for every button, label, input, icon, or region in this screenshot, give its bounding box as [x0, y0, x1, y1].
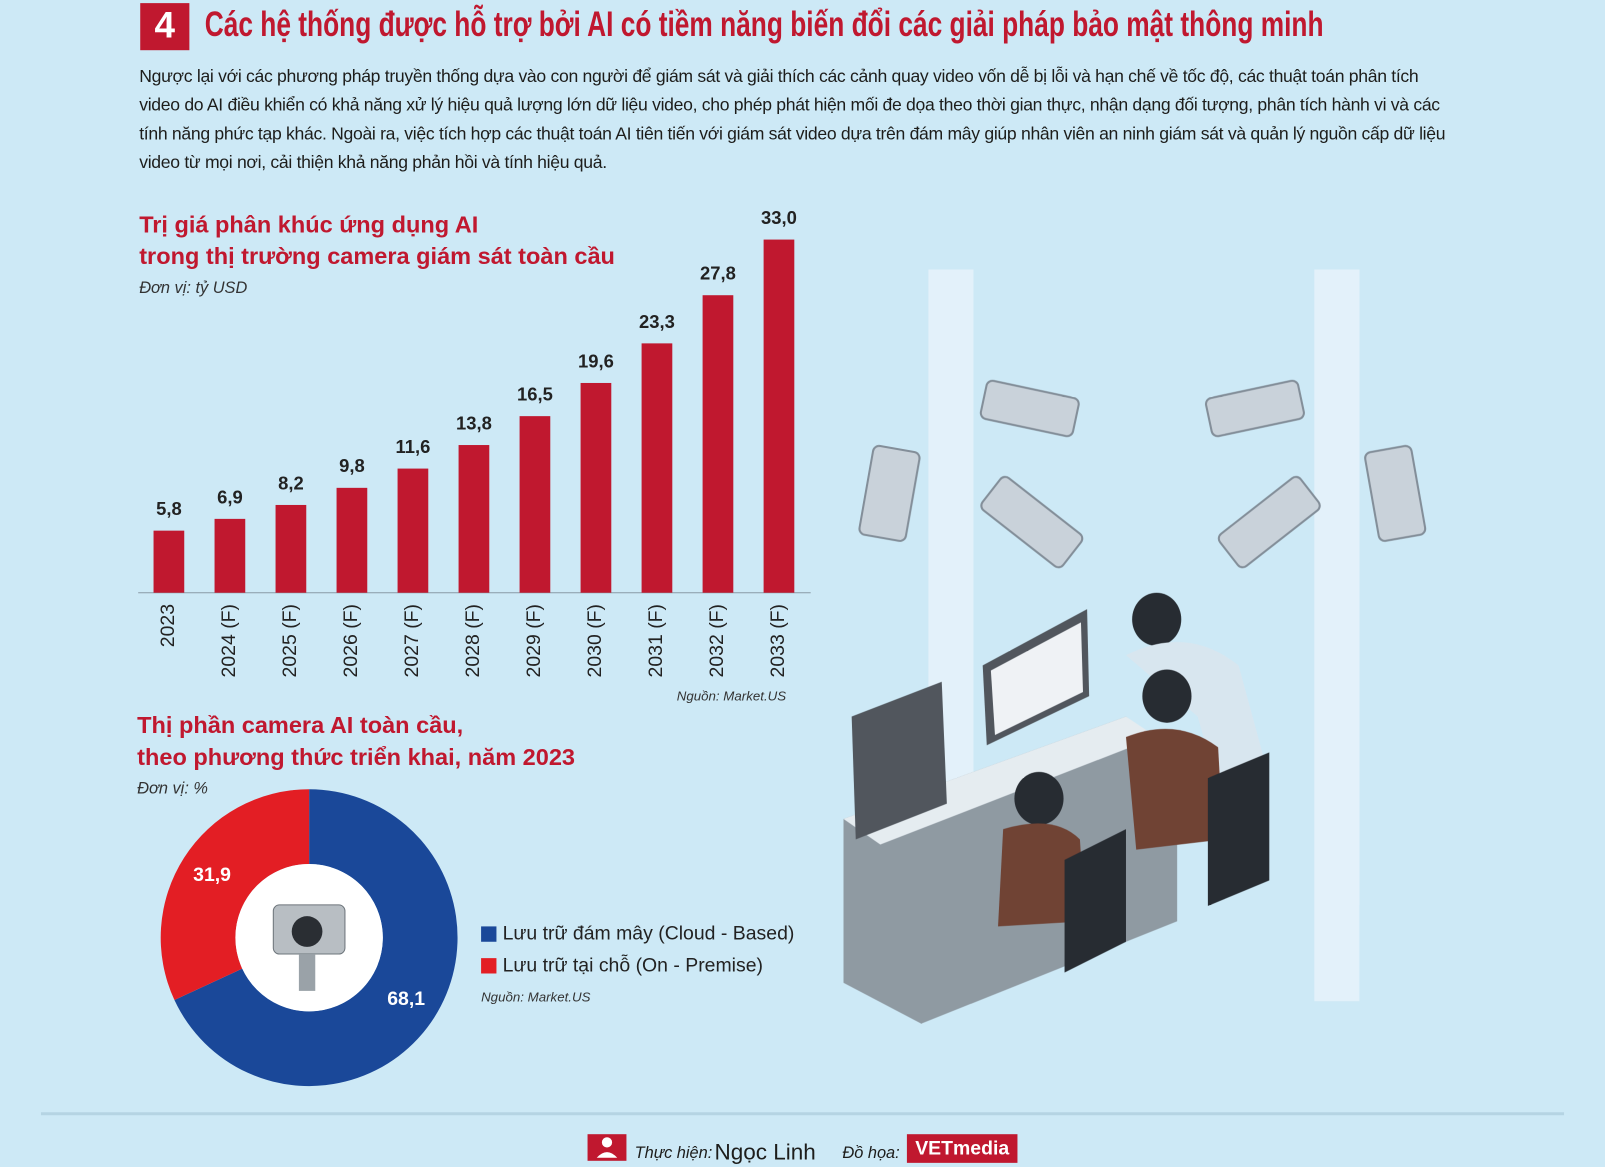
footer-label: Đồ họa:	[842, 1144, 899, 1162]
chart-title: Trị giá phân khúc ứng dụng AI	[139, 211, 478, 237]
camera	[1204, 379, 1305, 438]
bar	[458, 445, 490, 593]
page-title: Các hệ thống được hỗ trợ bởi AI có tiềm …	[205, 4, 1324, 44]
value-label: 23,3	[639, 311, 675, 332]
section-number: 4	[155, 4, 176, 45]
chart-title: trong thị trường camera giám sát toàn cầ…	[139, 243, 615, 269]
value-label: 9,8	[339, 455, 365, 476]
x-tick-label: 2024 (F)	[218, 604, 240, 677]
value-label: 68,1	[387, 988, 425, 1010]
chart-title: Thị phần camera AI toàn cầu,	[137, 712, 463, 738]
illustration	[843, 269, 1427, 1024]
bar	[397, 468, 429, 593]
chair	[1207, 752, 1270, 906]
camera	[1217, 475, 1321, 569]
x-tick-label: 2029 (F)	[523, 604, 545, 677]
x-tick-label: 2027 (F)	[401, 604, 423, 677]
value-label: 5,8	[156, 498, 182, 519]
value-label: 8,2	[278, 472, 304, 493]
value-label: 33,0	[761, 207, 797, 228]
footer-label: Thực hiện:	[635, 1144, 713, 1162]
person-head	[1014, 771, 1064, 826]
monitor	[851, 681, 947, 840]
legend-swatch	[481, 958, 497, 974]
paragraph-box: Ngược lại với các phương pháp truyền thố…	[139, 65, 1446, 173]
x-tick-label: 2026 (F)	[340, 604, 362, 677]
screen	[990, 622, 1083, 735]
footer-icon-body	[596, 1152, 618, 1158]
chair	[1064, 829, 1126, 973]
value-label: 31,9	[193, 864, 231, 886]
x-tick-label: 2030 (F)	[584, 604, 606, 677]
section-badge	[140, 3, 190, 51]
camera	[858, 444, 921, 542]
x-tick-label: 2023	[157, 604, 179, 647]
bar	[702, 295, 734, 593]
value-label: 16,5	[517, 384, 553, 405]
legend-label: Lưu trữ tại chỗ (On - Premise)	[503, 953, 763, 976]
bar	[519, 416, 551, 593]
value-label: 6,9	[217, 486, 243, 507]
brand-box	[906, 1134, 1018, 1163]
bar	[214, 518, 246, 593]
brand: VETmedia	[915, 1138, 1009, 1160]
camera	[979, 379, 1080, 438]
camera-lens	[291, 916, 323, 947]
pole	[1314, 269, 1360, 1002]
value-label: 13,8	[456, 412, 492, 433]
x-tick-label: 2032 (F)	[706, 604, 728, 677]
donut-segment	[160, 789, 310, 1001]
person-head	[1132, 592, 1182, 646]
intro-paragraph: Ngược lại với các phương pháp truyền thố…	[139, 65, 1446, 173]
camera-mount	[298, 954, 316, 991]
person-body	[1125, 728, 1224, 850]
x-tick-label: 2031 (F)	[645, 604, 667, 677]
person-body	[998, 823, 1086, 927]
bar	[336, 487, 368, 593]
donut-segment	[174, 789, 458, 1087]
bar	[763, 239, 795, 593]
footer-author: Ngọc Linh	[714, 1140, 815, 1165]
legend-label: Lưu trữ đám mây (Cloud - Based)	[503, 923, 795, 945]
source-label: Nguồn: Market.US	[481, 990, 591, 1005]
bar	[580, 382, 612, 593]
footer-icon-head	[601, 1137, 613, 1148]
x-tick-label: 2025 (F)	[279, 604, 301, 677]
source-label: Nguồn: Market.US	[677, 689, 787, 704]
value-label: 19,6	[578, 350, 614, 371]
x-tick-label: 2028 (F)	[462, 604, 484, 677]
chart-title: theo phương thức triển khai, năm 2023	[137, 744, 575, 770]
camera	[980, 475, 1084, 569]
bar	[641, 343, 673, 593]
bar	[153, 530, 185, 593]
x-tick-label: 2033 (F)	[767, 604, 789, 677]
camera	[1364, 444, 1427, 542]
legend-swatch	[481, 926, 497, 942]
person-head	[1142, 669, 1192, 723]
value-label: 27,8	[700, 263, 736, 284]
value-label: 11,6	[396, 436, 431, 457]
bar	[275, 504, 307, 593]
unit-label: Đơn vị: tỷ USD	[139, 279, 247, 297]
unit-label: Đơn vị: %	[137, 780, 208, 798]
